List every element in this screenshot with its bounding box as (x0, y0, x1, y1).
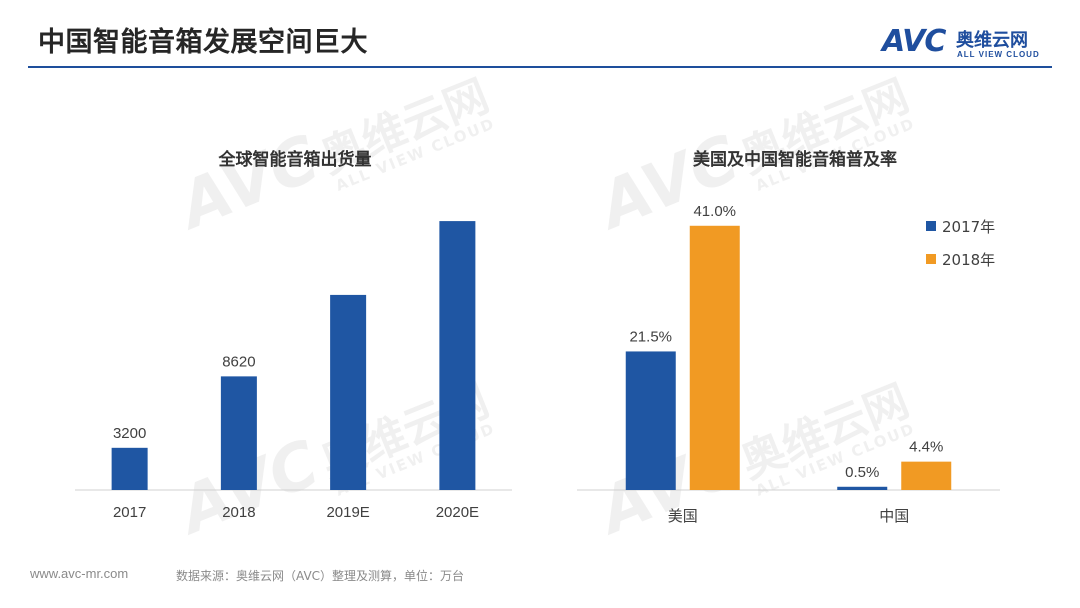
legend-entry: 2018年 (942, 251, 995, 269)
tick-label: 2018 (222, 504, 255, 521)
bar-中国-2017年 (837, 486, 888, 490)
tick-label: 2020E (436, 504, 479, 521)
tick-label: 2019E (326, 504, 369, 521)
bar-2020E (439, 221, 476, 490)
brand-logo: AVC 奥维云网 ALL VIEW CLOUD (882, 24, 1052, 64)
bar-中国-2018年 (901, 461, 952, 490)
tick-label: 2017 (113, 504, 146, 521)
footer-source-note: 数据来源：奥维云网（AVC）整理及测算，单位：万台 (176, 569, 465, 583)
data-label: 4.4% (909, 439, 943, 456)
bar-2017 (111, 447, 148, 490)
bar-2019E (330, 294, 367, 490)
brand-mark: AVC (882, 24, 946, 59)
chart-title-penetration: 美国及中国智能音箱普及率 (693, 150, 897, 170)
bar-美国-2018年 (689, 225, 740, 490)
brand-name-cn: 奥维云网 (956, 30, 1028, 51)
brand-name-en: ALL VIEW CLOUD (957, 50, 1040, 59)
tick-label: 中国 (879, 507, 909, 525)
chart-title-shipments: 全球智能音箱出货量 (218, 150, 372, 170)
bar-2018 (220, 376, 257, 490)
data-label: 41.0% (693, 203, 736, 220)
legend-swatch (926, 221, 936, 231)
legend-entry: 2017年 (942, 218, 995, 236)
data-label: 21.5% (629, 328, 672, 345)
header-divider (28, 66, 1052, 68)
data-label: 0.5% (845, 464, 879, 481)
data-label: 8620 (222, 353, 255, 370)
tick-label: 美国 (668, 507, 698, 525)
data-label: 3200 (113, 425, 146, 442)
page-title: 中国智能音箱发展空间巨大 (38, 27, 368, 58)
bar-美国-2017年 (625, 351, 676, 490)
footer-website: www.avc-mr.com (30, 566, 129, 581)
legend-swatch (926, 254, 936, 264)
